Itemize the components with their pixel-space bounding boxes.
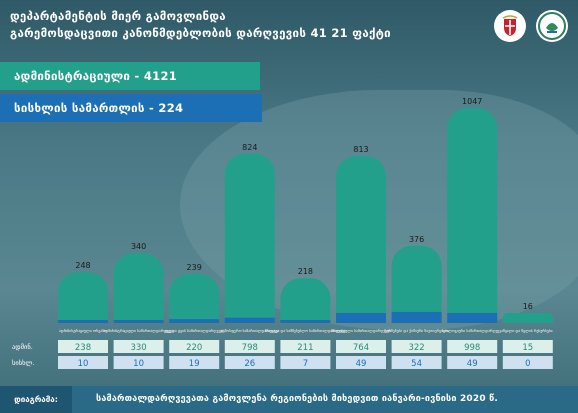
admin-cell-5 (280, 340, 331, 353)
bar-total-label-8: 1047 (462, 97, 482, 106)
admin-value-9: 15 (522, 343, 533, 353)
criminal-value-4: 26 (244, 359, 255, 369)
bar-criminal-3 (169, 319, 220, 323)
bar-total-label-5: 218 (298, 267, 313, 276)
admin-cell-6 (336, 340, 386, 353)
footer-bar: დიაგრამა: სამართალდარღვევათა გამოვლენა რ… (0, 386, 578, 413)
category-label-7: ნარჩენები და ქიმიური ნივთიერებები (385, 329, 449, 333)
criminal-cell-5 (280, 356, 331, 369)
admin-total-banner: ადმინისტრაციული - 4121 (0, 62, 260, 90)
bar-criminal-2 (113, 320, 164, 323)
bar-admin-3 (169, 273, 220, 323)
bar-chart: ადმინ. სისხლ. 248 ადმინისტრაციული ორგანო 238… (12, 97, 553, 369)
criminal-value-3: 19 (189, 359, 200, 369)
criminal-value-1: 10 (78, 359, 89, 369)
admin-value-2: 330 (130, 343, 146, 353)
admin-value-7: 322 (408, 343, 424, 353)
criminal-cell-3 (169, 356, 220, 369)
ministry-emblem-icon (536, 10, 568, 42)
row-label-criminal: სისხლ. (12, 359, 35, 367)
bar-criminal-6 (336, 312, 386, 323)
georgian-coat-of-arms-icon (494, 10, 526, 42)
bar-admin-5 (280, 278, 331, 323)
criminal-cell-1 (58, 356, 108, 369)
bar-admin-9 (502, 313, 553, 323)
page-title: დეპარტამენტის მიერ გამოვლინდა გარემოსდაც… (10, 8, 480, 42)
category-label-5: ნიადაგი და სამშენებლო სამართალდარღვევა (265, 329, 346, 333)
category-label-4: ატმოსფერო სამართალდარღვევა (220, 329, 279, 333)
category-label-9: წყალი და წყლის რესურსები (503, 329, 553, 333)
bar-admin-7 (391, 245, 442, 323)
title-line-2: გარემოსდაცვითი კანონმდებლობის დარღვევის … (10, 26, 391, 40)
criminal-value-7: 54 (411, 359, 422, 369)
category-label-3: ტყე და ტყის სამართალდარღვევა (165, 329, 224, 333)
bar-criminal-8 (447, 312, 498, 323)
bar-admin-4 (224, 153, 275, 323)
admin-value-5: 211 (297, 343, 313, 353)
admin-cell-3 (169, 340, 220, 353)
admin-value-3: 220 (186, 343, 202, 353)
admin-cell-9 (502, 340, 553, 353)
criminal-value-5: 7 (303, 359, 308, 369)
admin-value-1: 238 (75, 343, 91, 353)
footer-label: დიაგრამა: (0, 386, 72, 413)
admin-value-8: 998 (464, 343, 480, 353)
admin-value-6: 764 (353, 343, 369, 353)
category-label-2: ადმინისტრაციული სამართალდარღვევა (103, 329, 174, 333)
criminal-cell-4 (224, 356, 275, 369)
bar-total-label-6: 813 (353, 145, 368, 154)
admin-cell-7 (391, 340, 442, 353)
chart-caption: სამართალდარღვევათა გამოვლენა რეგიონების … (96, 394, 498, 404)
admin-cell-1 (58, 340, 108, 353)
criminal-cell-8 (447, 356, 498, 369)
category-label-8: ბიოლოგიური სამართალდარღვევა (441, 329, 503, 333)
bar-total-label-3: 239 (187, 263, 202, 272)
bar-total-label-1: 248 (75, 261, 90, 270)
bar-criminal-4 (224, 317, 275, 323)
criminal-cell-7 (391, 356, 442, 369)
criminal-value-2: 10 (133, 359, 144, 369)
bar-admin-8 (447, 108, 498, 323)
title-line-1: დეპარტამენტის მიერ გამოვლინდა (10, 9, 226, 23)
admin-value-4: 798 (242, 343, 258, 353)
bar-criminal-1 (58, 320, 108, 323)
criminal-cell-9 (502, 356, 553, 369)
admin-cell-4 (224, 340, 275, 353)
criminal-value-6: 49 (356, 359, 367, 369)
row-label-admin: ადმინ. (12, 343, 33, 351)
bar-criminal-7 (391, 311, 442, 323)
category-label-1: ადმინისტრაციული ორგანო (59, 329, 107, 333)
criminal-value-8: 49 (467, 359, 478, 369)
criminal-value-9: 0 (525, 359, 530, 369)
bar-total-label-4: 824 (242, 143, 257, 152)
category-label-6: წიაღისეული სამართალდარღვევა (331, 329, 390, 333)
bar-criminal-5 (280, 320, 331, 323)
criminal-cell-2 (113, 356, 164, 369)
bar-total-label-9: 16 (523, 302, 533, 311)
criminal-total-banner: სისხლის სამართლის - 224 (0, 94, 262, 122)
criminal-cell-6 (336, 356, 386, 369)
bar-admin-1 (58, 272, 108, 323)
bar-admin-6 (336, 156, 386, 323)
admin-cell-8 (447, 340, 498, 353)
bar-total-label-7: 376 (409, 235, 424, 244)
bar-admin-2 (113, 253, 164, 323)
admin-cell-2 (113, 340, 164, 353)
bar-total-label-2: 340 (131, 242, 146, 251)
